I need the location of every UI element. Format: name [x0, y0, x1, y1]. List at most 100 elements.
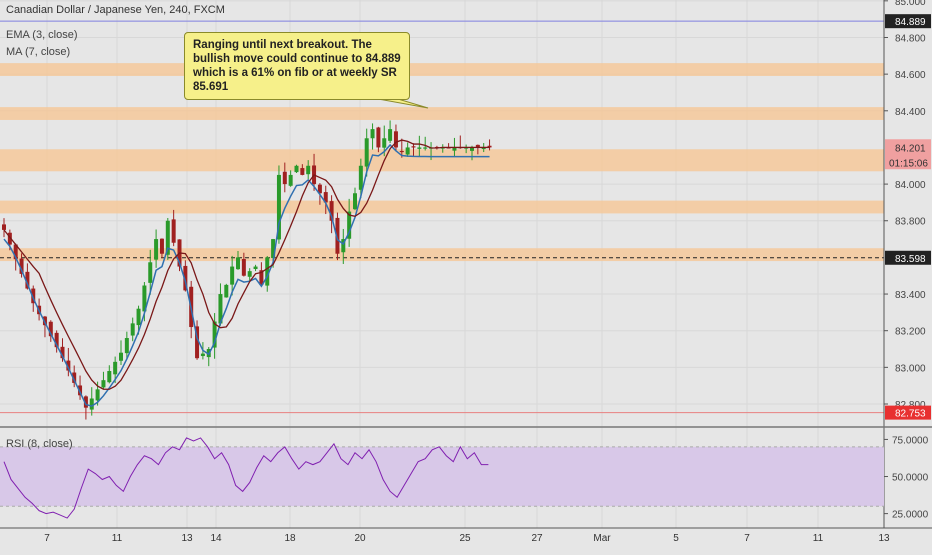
- rsi-axis[interactable]: 75.0000 50.0000 25.0000: [884, 435, 929, 521]
- candle-body: [95, 389, 100, 401]
- ma-legend[interactable]: MA (7, close): [6, 46, 70, 58]
- candle-body: [101, 380, 106, 388]
- rsi-tick-label: 50.0000: [892, 473, 929, 484]
- candle-body: [54, 332, 59, 348]
- candle-body: [7, 232, 12, 245]
- candle-body: [159, 238, 164, 254]
- candle-body: [165, 220, 170, 255]
- price-axis[interactable]: 85.000 84.800 84.600 84.400 84.000 83.800 83.4…: [884, 0, 926, 411]
- candle-body: [335, 217, 340, 254]
- price-tick-label: 83.800: [895, 217, 926, 228]
- time-label: 13: [878, 533, 890, 544]
- price-tick-label: 83.400: [895, 290, 926, 301]
- candle-body: [475, 144, 480, 148]
- candle-body: [382, 138, 387, 148]
- candle-body: [353, 193, 357, 210]
- candle-body: [399, 150, 404, 153]
- candle-body: [224, 284, 229, 298]
- annotation-callout[interactable]: Ranging until next breakout. The bullish…: [184, 32, 410, 100]
- time-label: 18: [284, 533, 296, 544]
- zone-band[interactable]: [0, 200, 884, 214]
- candle-body: [265, 257, 270, 286]
- rsi-legend[interactable]: RSI (8, close): [6, 438, 73, 450]
- time-label: 11: [112, 533, 123, 544]
- candle-body: [282, 171, 287, 185]
- price-tick-label: 84.600: [895, 70, 926, 81]
- time-label: 5: [673, 533, 679, 544]
- candle-body: [481, 147, 486, 150]
- candle-body: [142, 285, 147, 312]
- candlestick-series: [2, 120, 492, 420]
- candle-body: [247, 271, 252, 277]
- time-axis[interactable]: 7 11 13 14 18 20 25 27 Mar 5 7 11 13: [44, 533, 890, 544]
- candle-body: [212, 321, 217, 348]
- candle-body: [271, 239, 276, 259]
- price-tick-label: 85.000: [895, 0, 926, 8]
- candle-body: [48, 321, 53, 337]
- price-badge-low: 82.753: [885, 405, 931, 420]
- candle-body: [119, 352, 123, 361]
- candle-body: [341, 239, 346, 253]
- price-tick-label: 84.800: [895, 33, 926, 44]
- candle-body: [148, 262, 153, 283]
- time-label: 27: [531, 533, 543, 544]
- candle-body: [329, 201, 334, 221]
- candle-body: [358, 165, 363, 190]
- time-label: 11: [813, 533, 824, 544]
- candle-body: [300, 168, 305, 175]
- candle-body: [66, 360, 71, 371]
- ema-legend[interactable]: EMA (3, close): [6, 29, 78, 41]
- price-axis-background: [884, 0, 932, 550]
- candle-body: [364, 138, 369, 167]
- candle-body: [376, 127, 381, 148]
- candle-body: [31, 288, 36, 304]
- candle-body: [411, 146, 416, 148]
- zone-band[interactable]: [0, 107, 884, 120]
- badge-dashed-text: 83.598: [895, 254, 926, 265]
- candle-body: [405, 147, 410, 155]
- rsi-band: [0, 446, 884, 507]
- candle-body: [370, 129, 375, 139]
- candle-body: [19, 258, 24, 274]
- candle-body: [323, 192, 328, 203]
- price-tick-label: 84.400: [895, 107, 926, 118]
- time-label: 20: [354, 533, 366, 544]
- time-label: Mar: [593, 533, 611, 544]
- symbol-title[interactable]: Canadian Dollar / Japanese Yen, 240, FXC…: [6, 4, 225, 16]
- ma-line: [3, 139, 490, 390]
- ema-line: [3, 143, 490, 407]
- candle-body: [78, 385, 83, 396]
- candle-body: [13, 244, 18, 260]
- candle-body: [183, 265, 188, 291]
- candle-body: [89, 398, 94, 410]
- badge-current-text: 84.201: [895, 143, 926, 154]
- zone-band[interactable]: [0, 248, 884, 262]
- candle-body: [470, 147, 474, 151]
- rsi-tick-label: 75.0000: [892, 435, 929, 446]
- candle-body: [200, 353, 205, 357]
- candle-body: [276, 174, 281, 240]
- price-tick-label: 83.200: [895, 327, 926, 338]
- candle-body: [388, 129, 393, 141]
- time-label: 14: [210, 533, 222, 544]
- zone-band[interactable]: [0, 149, 884, 172]
- zone-band[interactable]: [0, 63, 884, 76]
- candle-body: [393, 131, 398, 148]
- candle-body: [236, 257, 240, 270]
- candle-body: [171, 219, 176, 243]
- time-label: 7: [44, 533, 50, 544]
- price-badge-top: 84.889: [885, 14, 931, 29]
- candle-body: [195, 326, 200, 359]
- candle-body: [253, 266, 258, 270]
- candle-body: [83, 396, 88, 408]
- price-badge-dashed: 83.598: [885, 250, 931, 265]
- candle-body: [347, 211, 352, 239]
- candle-body: [230, 266, 235, 285]
- badge-timer-text: 01:15:06: [889, 158, 928, 169]
- candle-body: [487, 145, 492, 148]
- candle-body: [154, 239, 159, 260]
- candle-body: [113, 361, 118, 375]
- candle-body: [107, 371, 112, 383]
